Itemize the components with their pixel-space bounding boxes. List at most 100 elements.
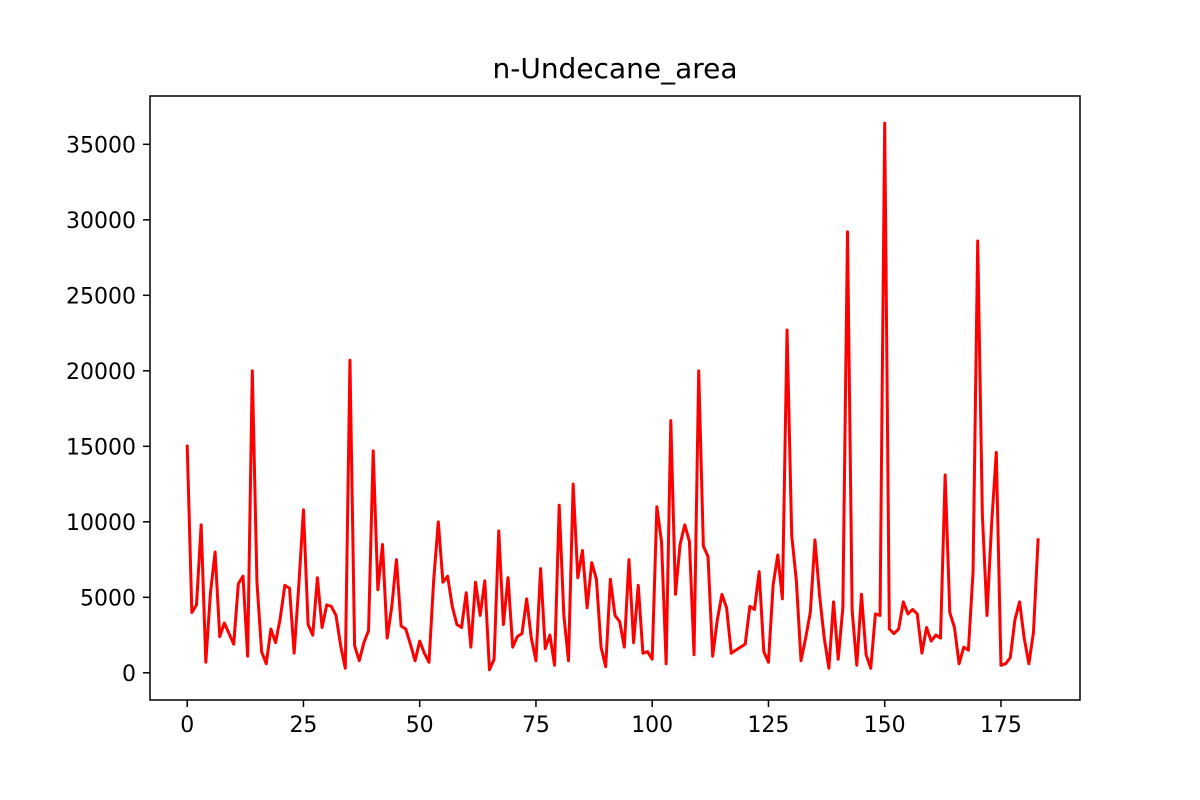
data-point [349,359,351,361]
data-point [521,633,523,635]
data-point [340,645,342,647]
data-point [1019,601,1021,603]
data-point [698,370,700,372]
data-point [251,370,253,372]
chart-title: n-Undecane_area [492,52,737,85]
data-point [516,636,518,638]
data-point [823,637,825,639]
data-point [874,613,876,615]
data-point [893,633,895,635]
data-point [465,592,467,594]
data-point [242,575,244,577]
data-point [600,646,602,648]
data-point [470,646,472,648]
axes: 0 25 50 75 100 125 150 175 0 5000 10000 15000 20000 2… [66,133,1022,738]
data-point [451,605,453,607]
data-point [860,593,862,595]
data-point [609,578,611,580]
data-point [382,543,383,545]
data-point [814,539,816,541]
data-point [279,617,281,619]
data-point [554,664,556,666]
data-point [456,624,458,625]
data-point [442,581,444,583]
y-tick-label: 30000 [66,209,136,234]
data-point [1023,637,1025,639]
data-point [749,605,751,607]
data-point [461,627,463,629]
data-point [805,637,807,639]
data-point [549,634,551,636]
data-point [986,614,988,616]
data-point [758,571,760,573]
data-point [637,584,639,586]
data-point [595,578,597,580]
data-point [847,231,848,233]
data-point [888,628,890,630]
data-point [856,664,858,666]
data-point [530,637,532,639]
x-tick-label: 25 [289,713,317,738]
x-tick-label: 75 [522,713,550,738]
data-point [786,329,788,331]
data-point [405,628,407,630]
data-point [661,540,662,542]
data-point [386,637,388,639]
data-point [1033,631,1034,633]
data-point [498,530,500,532]
data-point [335,614,337,616]
data-point [312,634,314,636]
data-point [767,661,769,663]
data-point [940,637,941,639]
data-point [423,652,425,654]
y-tick-label: 25000 [66,284,136,309]
data-point [828,667,830,669]
x-tick-label: 50 [406,713,434,738]
data-point [502,624,504,625]
data-point [363,642,365,644]
data-point [935,634,937,636]
data-point [261,651,263,653]
plot-frame [149,95,1081,701]
data-point [535,660,537,662]
data-point [358,660,360,662]
data-point [330,605,332,607]
data-point [688,540,690,542]
data-point [614,614,616,616]
data-point [916,613,918,615]
data-point [1037,537,1039,539]
data-point [800,660,802,662]
data-point [1009,657,1011,659]
data-point [265,663,267,665]
data-point [665,663,667,665]
data-point [391,605,393,607]
data-point [726,607,728,609]
data-point [544,648,546,650]
data-point [781,598,783,600]
data-point [377,589,379,591]
data-point [642,652,644,654]
data-point [493,658,495,660]
data-point [326,604,328,606]
data-point [433,580,435,582]
data-point [633,642,635,644]
x-tick-label: 0 [180,713,194,738]
data-point [428,661,430,663]
data-point [981,513,983,515]
data-point [791,534,793,536]
data-point [819,595,821,597]
data-point [674,593,676,595]
data-point [512,646,514,648]
data-point [419,640,421,642]
data-point [475,581,476,583]
data-point [702,545,704,547]
data-point [735,649,737,651]
data-point [921,652,923,654]
data-point [865,654,867,656]
data-point [809,611,811,613]
data-point [926,627,928,629]
data-point [293,652,295,654]
data-point [372,450,374,452]
data-point [395,559,397,561]
data-point [223,622,225,624]
